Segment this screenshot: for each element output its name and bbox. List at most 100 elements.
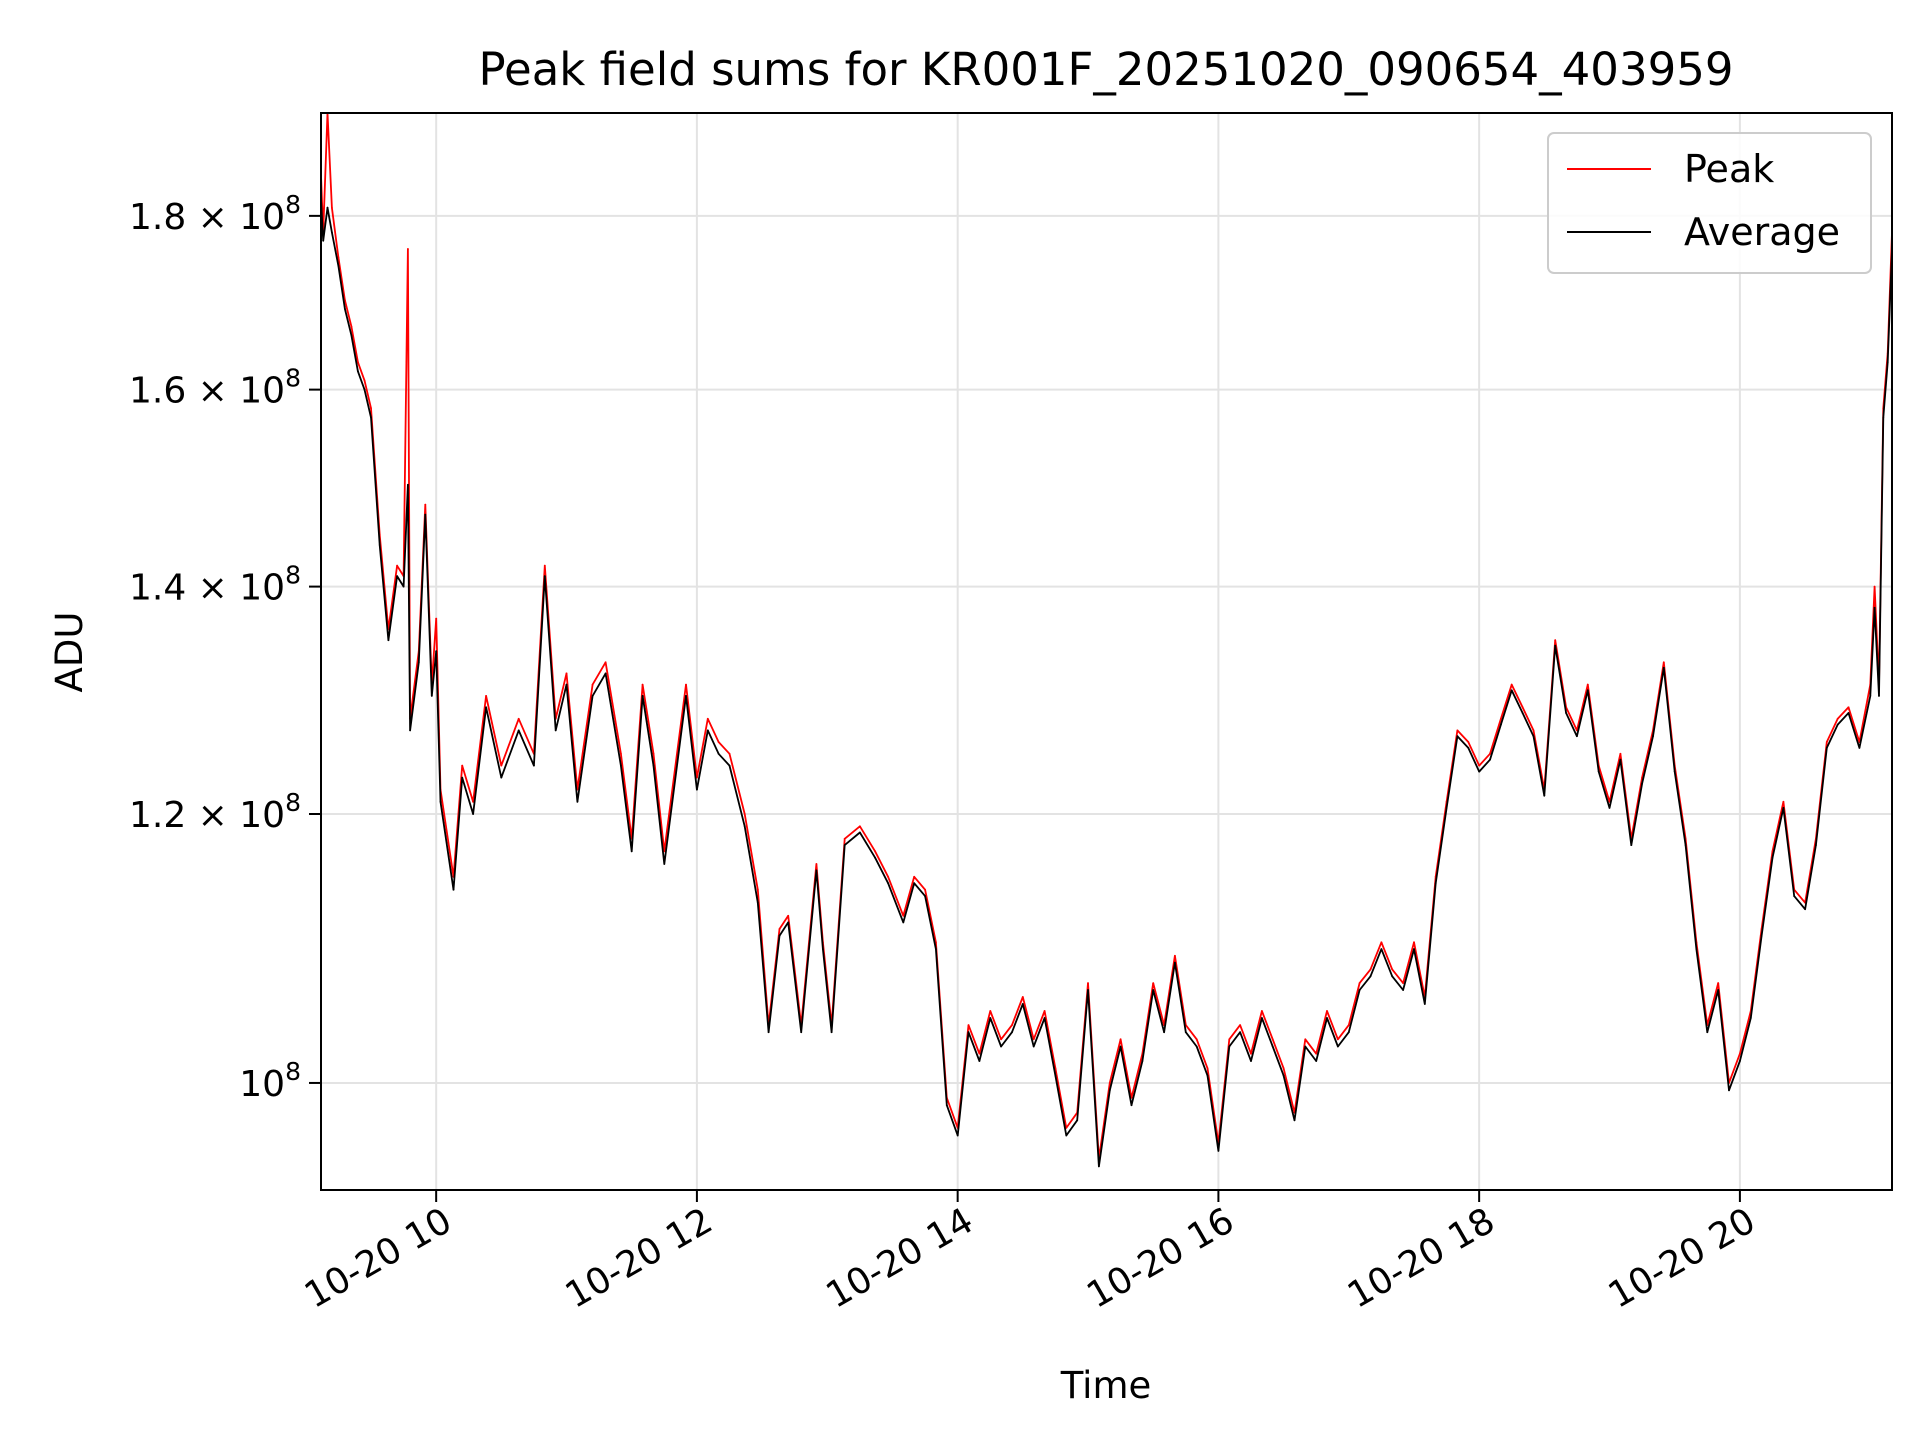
data-point-average: [1510, 689, 1513, 692]
data-point-average: [1032, 1045, 1035, 1048]
data-point-average: [1163, 1031, 1165, 1034]
data-point-peak: [1239, 1024, 1241, 1026]
y-tick-label-base: 1.2 × 10: [129, 795, 285, 836]
data-point-peak: [1489, 752, 1491, 755]
data-point-average: [1873, 606, 1876, 609]
data-point-average: [1825, 747, 1828, 749]
data-point-peak: [1021, 996, 1024, 998]
data-point-average: [830, 1031, 833, 1034]
data-point-average: [1250, 1060, 1252, 1062]
data-point-peak: [1174, 954, 1176, 957]
data-point-average: [402, 585, 405, 588]
data-point-average: [1130, 1104, 1133, 1107]
data-point-average: [1271, 1045, 1274, 1048]
data-point-peak: [363, 379, 366, 382]
data-point-average: [344, 308, 346, 310]
data-point-average: [874, 856, 876, 859]
data-point-average: [1836, 723, 1839, 726]
data-point-peak: [652, 752, 655, 755]
data-point-peak: [913, 875, 916, 878]
data-point-peak: [1206, 1067, 1209, 1070]
data-point-average: [1337, 1045, 1339, 1048]
data-point-average: [1087, 989, 1089, 991]
data-point-peak: [407, 248, 409, 250]
data-point-average: [902, 921, 905, 924]
data-point-peak: [1369, 968, 1372, 971]
data-point-peak: [1043, 1010, 1046, 1012]
data-point-average: [1749, 1017, 1752, 1019]
data-point-average: [1195, 1045, 1198, 1048]
data-point-average: [1369, 975, 1372, 978]
data-point-peak: [357, 361, 359, 364]
data-point-peak: [1304, 1038, 1307, 1041]
data-point-peak: [1554, 639, 1557, 642]
data-point-average: [815, 869, 818, 872]
data-point-average: [1771, 856, 1774, 859]
data-point-average: [1565, 712, 1567, 714]
data-point-average: [1315, 1060, 1318, 1062]
data-point-average: [1358, 989, 1361, 991]
data-point-peak: [591, 683, 594, 686]
data-point-average: [778, 934, 781, 937]
data-point-average: [407, 483, 409, 486]
data-point-peak: [1271, 1038, 1274, 1041]
data-point-peak: [1586, 683, 1589, 686]
data-point-peak: [967, 1024, 970, 1026]
data-point-peak: [1347, 1024, 1350, 1026]
data-point-peak: [1413, 941, 1415, 944]
data-point-peak: [1228, 1038, 1231, 1041]
y-tick-label: 1.6 × 108: [129, 364, 301, 412]
data-point-average: [424, 513, 427, 516]
data-point-average: [533, 764, 535, 767]
data-point-peak: [1847, 706, 1850, 709]
data-point-peak: [1011, 1024, 1013, 1026]
y-tick-label-base: 1.6 × 10: [129, 371, 285, 412]
data-point-average: [1728, 1089, 1730, 1092]
data-point-peak: [1000, 1038, 1002, 1041]
data-point-peak: [500, 764, 503, 767]
data-point-average: [378, 544, 381, 546]
data-point-peak: [565, 672, 568, 675]
data-point-average: [1456, 735, 1459, 738]
data-point-peak: [1119, 1038, 1122, 1041]
data-point-average: [543, 575, 546, 577]
y-axis-label: ADU: [48, 612, 91, 693]
data-point-average: [565, 683, 568, 686]
data-point-average: [1391, 975, 1394, 978]
data-point-average: [1293, 1119, 1296, 1122]
data-point-average: [439, 800, 442, 803]
data-point-average: [967, 1031, 970, 1034]
data-point-peak: [1108, 1082, 1111, 1084]
data-point-average: [696, 788, 698, 791]
data-point-average: [326, 206, 329, 209]
data-point-peak: [1873, 585, 1876, 588]
data-point-peak: [815, 863, 818, 865]
data-point-average: [1011, 1031, 1013, 1034]
data-point-average: [822, 948, 824, 950]
data-point-peak: [1782, 800, 1785, 803]
data-point-peak: [756, 888, 759, 891]
data-point-peak: [370, 407, 372, 410]
data-point-average: [1228, 1045, 1231, 1048]
data-point-average: [435, 650, 438, 653]
data-point-average: [1380, 948, 1383, 950]
plot-frame: [320, 112, 1893, 1191]
data-point-average: [935, 948, 937, 950]
data-point-average: [461, 776, 464, 779]
data-point-peak: [543, 564, 546, 567]
data-point-peak: [472, 800, 474, 803]
data-point-peak: [1315, 1052, 1318, 1055]
data-point-average: [576, 800, 579, 803]
data-point-average: [663, 863, 666, 865]
data-point-average: [685, 695, 687, 697]
data-point-average: [1467, 747, 1470, 749]
y-tick-label-exponent: 8: [285, 364, 301, 393]
data-point-average: [1869, 695, 1872, 697]
data-point-peak: [331, 206, 333, 209]
data-point-average: [1054, 1074, 1057, 1077]
data-point-peak: [461, 764, 464, 767]
legend-label-peak: Peak: [1684, 147, 1774, 191]
data-point-average: [1586, 689, 1589, 692]
data-point-peak: [978, 1052, 981, 1055]
data-point-average: [370, 416, 372, 419]
